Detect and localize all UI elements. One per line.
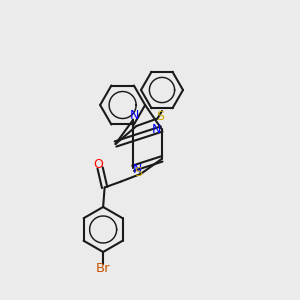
- Text: S: S: [134, 166, 142, 179]
- Text: N: N: [152, 123, 161, 136]
- Text: Br: Br: [96, 262, 110, 275]
- Text: N: N: [133, 163, 142, 176]
- Text: S: S: [157, 110, 164, 124]
- Text: O: O: [94, 158, 103, 171]
- Text: N: N: [130, 109, 139, 122]
